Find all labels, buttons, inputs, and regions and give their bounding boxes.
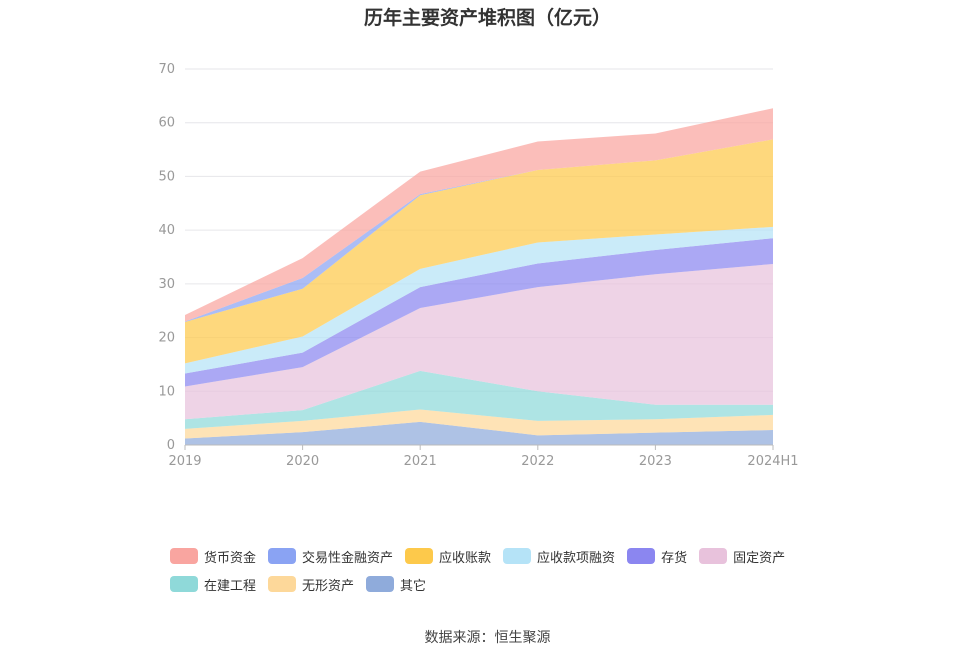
y-tick-label: 30 (158, 277, 175, 292)
axes: 0 10 20 30 40 50 60 70 2019 2020 2021 2022 2023 2024H… (158, 62, 798, 469)
y-tick-label: 40 (158, 223, 175, 238)
legend-label: 无形资产 (302, 578, 355, 594)
legend-item[interactable]: 在建工程 (170, 570, 256, 598)
area-series-存货 (185, 238, 773, 387)
chart-legend: 货币资金 交易性金融资产 应收账款 应收款项融资 存货 固定资产在建工程 无形资产 其它 (170, 542, 830, 598)
legend-item[interactable]: 其它 (366, 570, 426, 598)
legend-item[interactable]: 交易性金融资产 (268, 542, 393, 570)
legend-label: 固定资产 (733, 550, 786, 566)
area-series-固定资产 (185, 263, 773, 420)
legend-swatch (170, 576, 198, 592)
legend-label: 货币资金 (204, 550, 257, 566)
legend-label: 交易性金融资产 (302, 550, 394, 566)
y-tick-label: 70 (158, 62, 175, 77)
legend-label: 存货 (661, 550, 688, 566)
y-tick-label: 0 (167, 438, 175, 453)
legend-label: 应收账款 (439, 550, 492, 566)
source-note: 数据来源：恒生聚源 (424, 630, 551, 646)
legend-swatch (699, 548, 728, 564)
x-tick-label: 2019 (168, 454, 201, 469)
x-tick-label: 2022 (521, 454, 554, 469)
legend-item[interactable]: 应收账款 (405, 542, 491, 570)
x-tick-label: 2020 (286, 454, 319, 469)
y-tick-label: 10 (158, 384, 175, 399)
area-series (185, 108, 773, 445)
legend-label: 在建工程 (204, 578, 257, 594)
legend-label: 应收款项融资 (537, 550, 616, 566)
legend-swatch (366, 576, 395, 592)
legend-item[interactable]: 存货 (627, 542, 687, 570)
legend-item[interactable]: 应收款项融资 (503, 542, 615, 570)
legend-item[interactable]: 货币资金 (170, 542, 256, 570)
x-tick-label: 2021 (404, 454, 437, 469)
x-tick-label: 2023 (639, 454, 672, 469)
area-series-交易性金融资产 (185, 139, 773, 322)
legend-swatch (503, 548, 532, 564)
legend-item[interactable]: 固定资产 (699, 542, 785, 570)
chart-title: 历年主要资产堆积图（亿元） (363, 7, 611, 29)
area-series-无形资产 (185, 409, 773, 439)
y-tick-label: 20 (158, 331, 175, 346)
legend-swatch (268, 548, 297, 564)
area-series-其它 (185, 421, 773, 445)
legend-swatch (405, 548, 434, 564)
x-tick-label: 2024H1 (747, 454, 798, 469)
area-series-应收账款 (185, 139, 773, 364)
legend-label: 其它 (400, 578, 427, 594)
legend-item[interactable]: 无形资产 (268, 570, 354, 598)
area-series-应收款项融资 (185, 226, 773, 374)
legend-swatch (268, 576, 297, 592)
y-tick-label: 50 (158, 169, 175, 184)
area-series-货币资金 (185, 108, 773, 322)
legend-swatch (627, 548, 656, 564)
y-tick-label: 60 (158, 116, 175, 131)
area-series-在建工程 (185, 370, 773, 429)
legend-swatch (170, 548, 198, 564)
